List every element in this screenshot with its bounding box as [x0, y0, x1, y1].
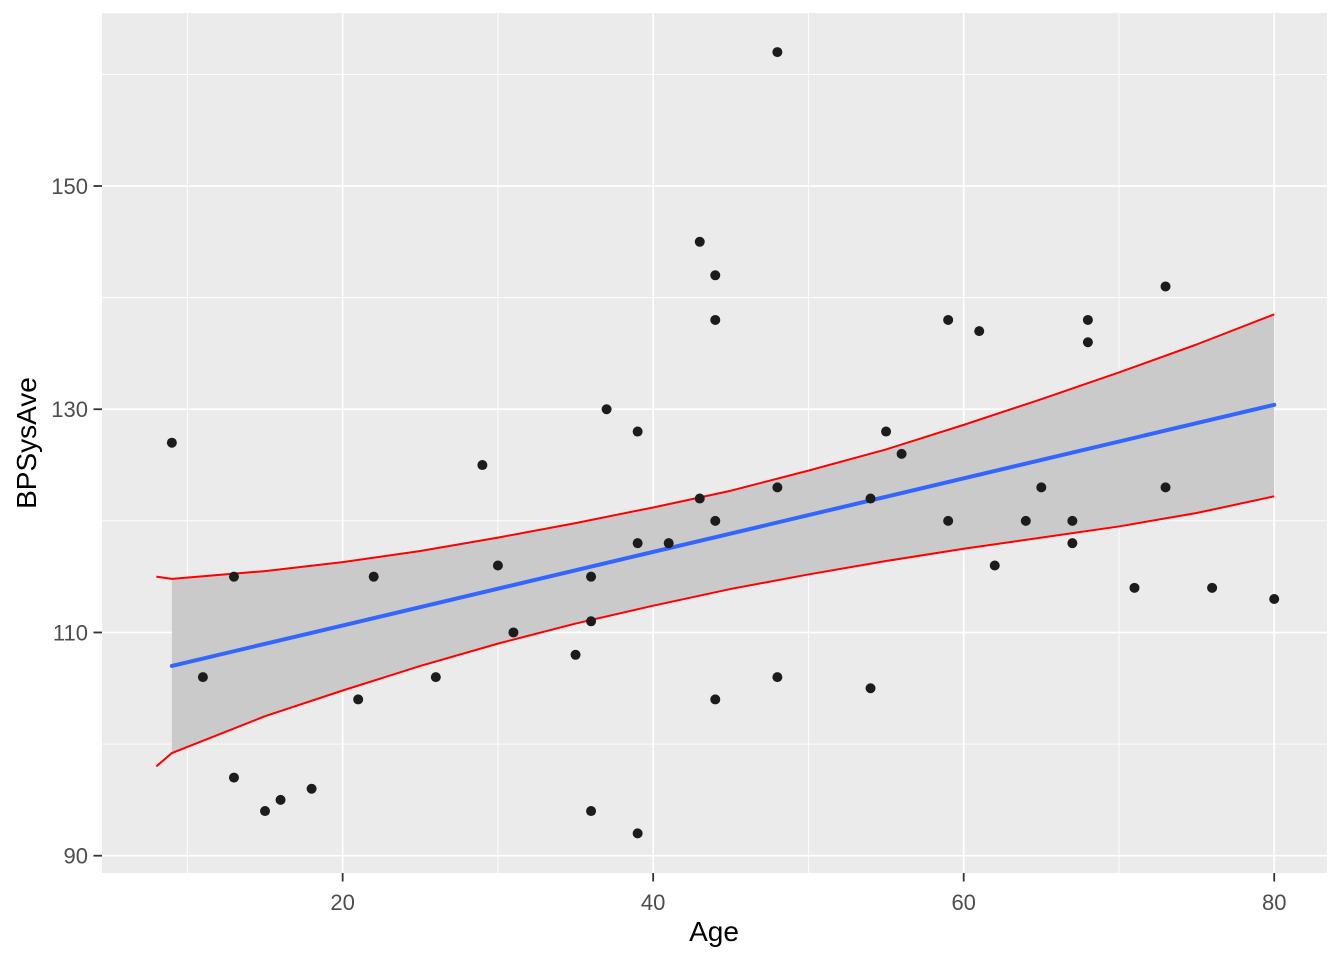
data-point [601, 404, 612, 415]
data-point [694, 236, 705, 247]
data-point [865, 493, 876, 504]
plot-layers: 20 40 60 80 90 110 130 150 [51, 13, 1327, 915]
x-axis-title: Age [689, 916, 739, 947]
data-point [1036, 482, 1047, 493]
data-point [1160, 482, 1171, 493]
data-point [477, 460, 488, 471]
x-tick-label: 40 [641, 890, 665, 915]
data-point [1207, 582, 1218, 593]
data-point [772, 672, 783, 683]
data-point [353, 694, 364, 705]
data-point [632, 426, 643, 437]
data-point [710, 314, 721, 325]
data-point [1160, 281, 1171, 292]
data-point [710, 694, 721, 705]
y-tick-label: 110 [53, 620, 88, 645]
data-point [1067, 538, 1078, 549]
data-point [586, 616, 597, 627]
data-point [943, 515, 954, 526]
data-point [710, 515, 721, 526]
lower-interval-line [155, 495, 1275, 768]
data-point [663, 538, 674, 549]
data-point [1082, 314, 1093, 325]
data-point [772, 482, 783, 493]
data-point [632, 538, 643, 549]
y-tick-label: 90 [64, 844, 88, 869]
y-tick-label: 130 [51, 397, 88, 422]
data-point [694, 493, 705, 504]
y-tick-label: 150 [51, 174, 88, 199]
data-point [306, 783, 317, 794]
data-point [430, 672, 441, 683]
data-point [586, 806, 597, 817]
data-point [865, 683, 876, 694]
data-point [1082, 337, 1093, 348]
data-point [508, 627, 519, 638]
x-tick-label: 20 [330, 890, 354, 915]
data-point [197, 672, 208, 683]
data-point [1067, 515, 1078, 526]
data-point [275, 794, 286, 805]
data-point [772, 47, 783, 58]
y-axis-title: BPSysAve [11, 377, 42, 509]
data-point [896, 448, 907, 459]
data-point [1129, 582, 1140, 593]
upper-interval-line [156, 313, 1275, 580]
data-point [228, 571, 239, 582]
data-point [881, 426, 892, 437]
data-point [710, 270, 721, 281]
regression-line [169, 402, 1277, 668]
x-tick-label: 60 [951, 890, 975, 915]
data-point [586, 571, 597, 582]
data-point [166, 437, 177, 448]
data-point [228, 772, 239, 783]
data-point [974, 326, 985, 337]
data-point [368, 571, 379, 582]
data-point [989, 560, 1000, 571]
data-point [492, 560, 503, 571]
data-point [1269, 593, 1280, 604]
data-point [570, 649, 581, 660]
x-tick-label: 80 [1262, 890, 1286, 915]
data-point [632, 828, 643, 839]
data-point [943, 314, 954, 325]
data-point [1020, 515, 1031, 526]
data-point [260, 806, 271, 817]
